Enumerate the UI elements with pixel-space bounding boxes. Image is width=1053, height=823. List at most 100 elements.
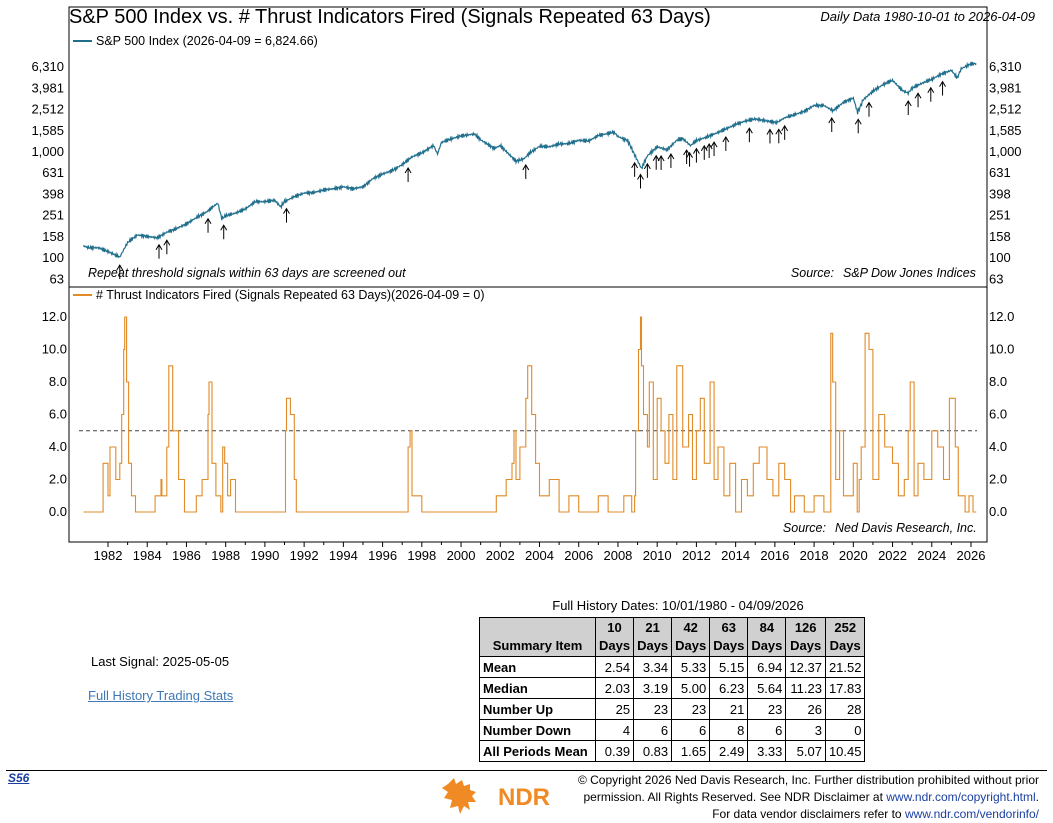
stat-cell: 10.45: [824, 740, 866, 762]
stat-cell: 21.52: [824, 656, 866, 678]
period-header: 84 Days: [747, 617, 787, 657]
summary-stats-table: Summary Item 10 Days 21 Days 42 Days 63 Days…: [479, 617, 866, 762]
copyright-block: © Copyright 2026 Ned Davis Research, Inc…: [578, 772, 1039, 823]
x-tick-label: 1994: [329, 548, 358, 563]
stat-cell: 6: [747, 719, 787, 741]
y-tick-right: 100: [989, 250, 1011, 265]
x-tick-label: 2010: [643, 548, 672, 563]
row-label: Number Up: [479, 698, 596, 720]
y-tick-left: 2.0: [49, 472, 67, 487]
stat-cell: 6.94: [747, 656, 787, 678]
stat-cell: 5.64: [747, 677, 787, 699]
signal-arrow-head: [116, 264, 124, 271]
copyright-line-1: © Copyright 2026 Ned Davis Research, Inc…: [577, 773, 1039, 787]
signal-arrow-head: [904, 100, 912, 107]
x-tick-label: 1982: [94, 548, 123, 563]
copyright-line-2-text: permission. All Rights Reserved. See NDR…: [583, 790, 887, 804]
copyright-line-2-end: .: [1035, 790, 1039, 804]
stat-cell: 3.33: [747, 740, 787, 762]
stats-row-all-periods-mean: All Periods Mean 0.39 0.83 1.65 2.49 3.3…: [479, 740, 866, 762]
period-number: 10: [607, 620, 622, 635]
stat-cell: 2.49: [709, 740, 749, 762]
source-upper: S&P Dow Jones Indices: [843, 266, 976, 280]
stats-row-number-up: Number Up 25 23 23 21 23 26 28: [479, 698, 866, 720]
signal-arrow-head: [283, 207, 290, 214]
stat-cell: 25: [594, 698, 635, 720]
x-tick-label: 1988: [211, 548, 240, 563]
page-code-link[interactable]: S56: [8, 771, 30, 785]
stat-cell: 23: [747, 698, 787, 720]
x-tick-label: 2016: [760, 548, 789, 563]
period-number: 84: [759, 620, 775, 635]
period-header: 252 Days: [824, 617, 866, 657]
copyright-line-2: permission. All Rights Reserved. See NDR…: [578, 789, 1040, 806]
stats-caption: Full History Dates: 10/01/1980 - 04/09/2…: [552, 598, 804, 613]
x-tick-label: 2012: [682, 548, 711, 563]
period-number: 252: [834, 620, 857, 635]
stat-cell: 6: [633, 719, 673, 741]
period-header: 63 Days: [709, 617, 749, 657]
signal-arrow-head: [163, 239, 171, 246]
row-label: Mean: [479, 656, 596, 678]
copyright-link[interactable]: www.ndr.com/copyright.html: [886, 790, 1036, 804]
stat-cell: 0.39: [594, 740, 635, 762]
signal-arrow-head: [766, 128, 774, 135]
logo-text: NDR: [498, 784, 550, 811]
y-tick-left: 0.0: [49, 504, 67, 519]
y-tick-left: 1,585: [31, 123, 64, 138]
stat-cell: 0.83: [633, 740, 673, 762]
signal-arrow-head: [710, 141, 718, 148]
source-lower: Ned Davis Research, Inc.: [835, 521, 977, 535]
signal-arrow-head: [404, 166, 412, 174]
y-tick-right: 3,981: [989, 80, 1022, 95]
stats-row-mean: Mean 2.54 3.34 5.33 5.15 6.94 12.37 21.5…: [479, 656, 866, 678]
x-tick-label: 1998: [407, 548, 436, 563]
signal-arrow-head: [692, 147, 700, 154]
stat-cell: 6: [671, 719, 711, 741]
y-tick-left: 100: [42, 250, 64, 265]
copyright-line-3: For data vendor disclaimers refer to www…: [578, 806, 1039, 823]
x-tick-label: 2020: [839, 548, 868, 563]
chart-svg: 63 63 100 100 158 158 251 251 398 398 631 631 1,000 1…: [31, 6, 1022, 563]
vendor-info-link[interactable]: www.ndr.com/vendorinfo/: [904, 807, 1039, 821]
y-tick-right: 158: [989, 229, 1011, 244]
y-tick-right: 6,310: [989, 59, 1022, 74]
signal-arrow-head: [745, 127, 753, 134]
y-tick-left: 251: [42, 208, 64, 223]
stats-corner-header: Summary Item: [479, 617, 596, 657]
y-tick-right: 0.0: [989, 504, 1007, 519]
x-tick-label: 2018: [800, 548, 829, 563]
y-tick-right: 398: [989, 186, 1011, 201]
signal-arrow-head: [781, 124, 789, 132]
stat-cell: 6.23: [709, 677, 749, 699]
stat-cell: 5.15: [709, 656, 749, 678]
y-tick-left: 4.0: [49, 439, 67, 454]
thrust-indicators-line: [83, 316, 977, 513]
y-tick-left: 631: [42, 165, 64, 180]
y-tick-right: 1,585: [989, 123, 1022, 138]
signal-arrow-head: [722, 135, 730, 143]
signal-arrow-head: [652, 154, 660, 161]
x-tick-label: 2002: [486, 548, 515, 563]
x-tick-label: 1984: [133, 548, 162, 563]
stat-cell: 3.19: [633, 677, 673, 699]
stats-corner-label: Summary Item: [492, 638, 583, 653]
y-tick-right: 10.0: [989, 342, 1014, 357]
y-tick-left: 10.0: [42, 342, 67, 357]
ndr-bull-bear-icon: NDR: [442, 778, 550, 814]
signal-arrow-head: [637, 173, 644, 180]
y-tick-right: 631: [989, 165, 1011, 180]
row-label: Median: [479, 677, 596, 699]
y-tick-right: 6.0: [989, 407, 1007, 422]
y-tick-left: 8.0: [49, 374, 67, 389]
y-tick-left: 6.0: [49, 407, 67, 422]
y-tick-right: 63: [989, 271, 1003, 286]
stat-cell: 23: [633, 698, 673, 720]
footer-divider: [6, 770, 1047, 771]
period-header: 126 Days: [785, 617, 826, 657]
stats-header-row: Summary Item 10 Days 21 Days 42 Days 63 Days…: [479, 617, 866, 657]
signal-arrow-head: [705, 143, 713, 150]
stat-cell: 17.83: [824, 677, 866, 699]
signal-arrow-head: [865, 101, 873, 108]
full-history-stats-link[interactable]: Full History Trading Stats: [88, 688, 234, 703]
